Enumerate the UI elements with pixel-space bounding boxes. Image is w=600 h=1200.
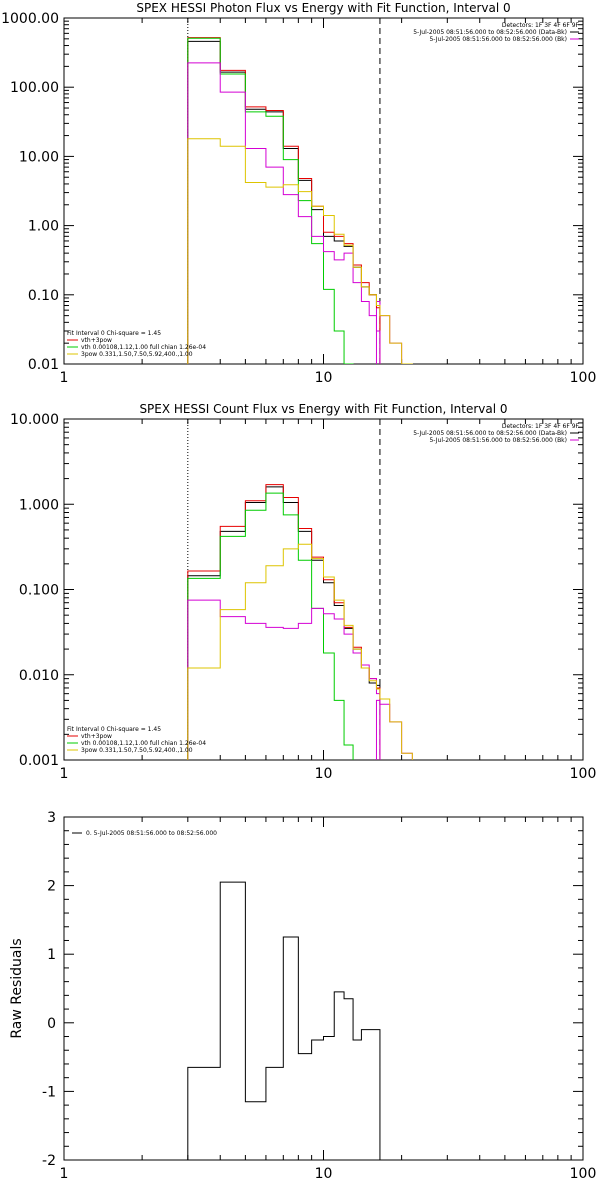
y-tick-label: 2 xyxy=(47,879,56,895)
annotation-left-line: vth 0.00108,1.12,1.00 full chian 1.26e-0… xyxy=(81,344,206,351)
y-tick-label: 0.010 xyxy=(19,668,59,684)
chart-panel-2: SPEX HESSI Count Flux vs Energy with Fit… xyxy=(10,402,597,782)
x-tick-label: 1 xyxy=(60,766,69,782)
legend-entry: 0. 5-Jul-2005 08:51:56.000 to 08:52:56.0… xyxy=(86,830,217,837)
annotation-right-line: 5-Jul-2005 08:51:56.000 to 08:52:56.000 … xyxy=(429,36,567,43)
y-tick-label: 1 xyxy=(47,947,56,963)
y-tick-label: 0 xyxy=(47,1016,56,1032)
y-tick-label: 10.00 xyxy=(19,149,59,165)
background-histogram xyxy=(375,301,413,364)
x-tick-label: 10 xyxy=(315,1166,333,1182)
total-fit-histogram xyxy=(187,37,381,364)
annotation-left-line: Fit Interval 0 Chi-square = 1.45 xyxy=(67,726,161,733)
thermal-component-histogram xyxy=(187,492,354,760)
y-tick-label: 0.01 xyxy=(28,357,59,373)
y-tick-label: 0.10 xyxy=(28,288,59,304)
x-tick-label: 1 xyxy=(60,370,69,386)
annotation-left-line: vth+3pow xyxy=(81,733,112,740)
annotation-right-line: Detectors: 1F 3F 4F 6F 9F xyxy=(502,22,580,29)
power-law-component-histogram xyxy=(187,599,381,760)
y-tick-label: 100.00 xyxy=(10,80,59,96)
x-tick-label: 1 xyxy=(60,1166,69,1182)
power-law-component-histogram xyxy=(187,62,381,364)
total-fit-histogram xyxy=(187,484,381,760)
annotation-left-line: Fit Interval 0 Chi-square = 1.45 xyxy=(67,330,161,337)
data-minus-bk-histogram xyxy=(187,486,381,760)
x-tick-label: 100 xyxy=(570,370,597,386)
annotation-right-line: 5-Jul-2005 08:51:56.000 to 08:52:56.000 … xyxy=(413,430,567,437)
y-tick-label: -2 xyxy=(42,1153,56,1169)
data-minus-bk-histogram xyxy=(187,40,381,364)
background-histogram xyxy=(375,699,413,760)
annotation-left-line: 3pow 0.331,1.50,7.50,5.92,400.,1.00 xyxy=(81,351,193,358)
y-axis-label: Raw Residuals xyxy=(9,938,25,1038)
three-power-law-histogram xyxy=(187,138,413,364)
y-tick-label: 3 xyxy=(47,810,56,826)
chart-panel-1: SPEX HESSI Photon Flux vs Energy with Fi… xyxy=(1,1,597,386)
x-tick-label: 100 xyxy=(570,766,597,782)
annotation-right-line: Detectors: 1F 3F 4F 6F 9F xyxy=(502,423,580,430)
x-tick-label: 10 xyxy=(315,766,333,782)
plot-frame xyxy=(63,418,584,761)
annotation-left-line: vth 0.00108,1.12,1.00 full chian 1.26e-0… xyxy=(81,740,206,747)
y-tick-label: 1.000 xyxy=(19,497,59,513)
annotation-right-line: 5-Jul-2005 08:51:56.000 to 08:52:56.000 … xyxy=(429,437,567,444)
y-tick-label: 1000.00 xyxy=(1,11,59,27)
plot-frame xyxy=(63,816,584,1161)
y-tick-label: 0.100 xyxy=(19,583,59,599)
annotation-right-line: 5-Jul-2005 08:51:56.000 to 08:52:56.000 … xyxy=(413,29,567,36)
y-tick-label: 1.00 xyxy=(28,219,59,235)
annotation-left-line: 3pow 0.331,1.50,7.50,5.92,400.,1.00 xyxy=(81,747,193,754)
annotation-left-line: vth+3pow xyxy=(81,337,112,344)
three-power-law-histogram xyxy=(187,543,413,760)
plot-frame xyxy=(63,17,584,365)
y-tick-label: 0.001 xyxy=(19,753,59,769)
chart-panel-3: 1 10 100 -2 -1 0 1 2 3 Raw Residuals 0. 5-Jul-2005… xyxy=(9,810,597,1182)
x-tick-label: 100 xyxy=(570,1166,597,1182)
x-tick-label: 10 xyxy=(315,370,333,386)
chart-title: SPEX HESSI Count Flux vs Energy with Fit… xyxy=(139,402,507,416)
y-tick-label: 10.000 xyxy=(10,412,59,428)
chart-title: SPEX HESSI Photon Flux vs Energy with Fi… xyxy=(136,1,510,15)
y-tick-label: -1 xyxy=(42,1084,56,1100)
thermal-component-histogram xyxy=(187,37,354,364)
residuals-histogram xyxy=(187,881,381,1160)
